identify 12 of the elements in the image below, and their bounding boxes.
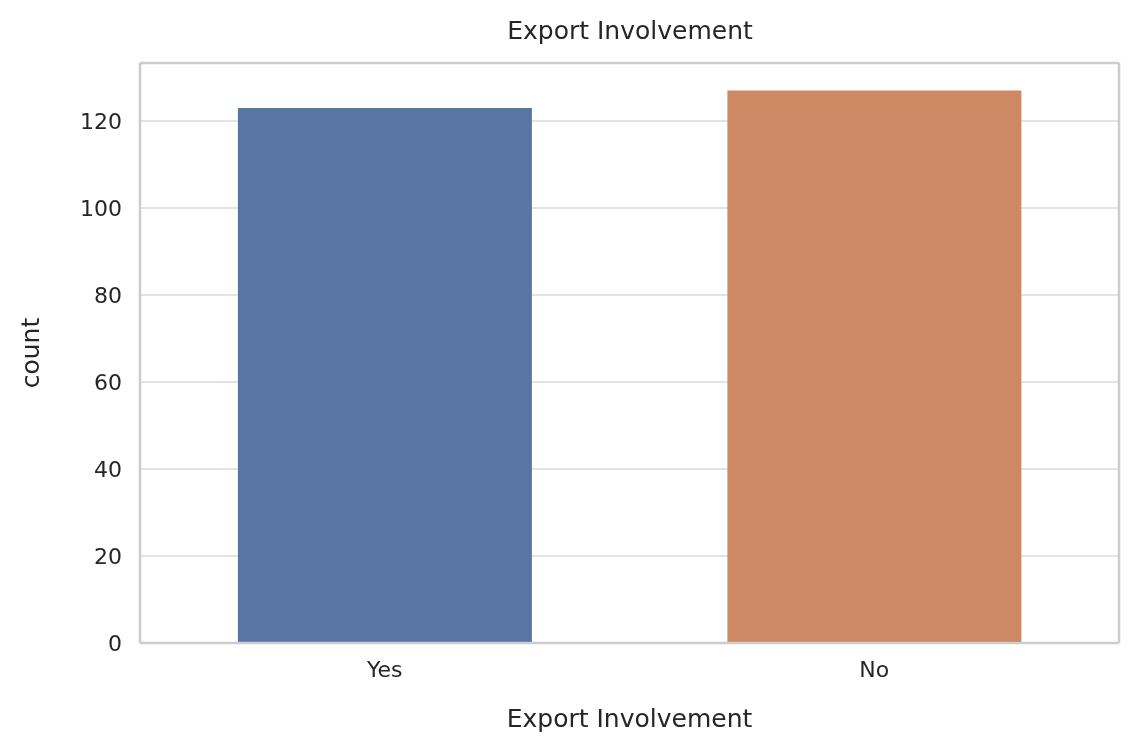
y-tick-label: 40	[94, 456, 122, 482]
y-tick-label: 60	[94, 369, 122, 395]
y-tick-label: 120	[80, 108, 122, 134]
y-tick-label: 0	[108, 630, 122, 656]
x-tick-label: No	[859, 656, 890, 682]
y-tick-label: 20	[94, 543, 122, 569]
y-axis-title: count	[15, 317, 45, 389]
x-tick-label: Yes	[365, 656, 403, 682]
x-axis-title: Export Involvement	[506, 704, 753, 733]
y-tick-label: 80	[94, 282, 122, 308]
chart-title: Export Involvement	[506, 16, 754, 45]
y-tick-label: 100	[80, 195, 122, 221]
